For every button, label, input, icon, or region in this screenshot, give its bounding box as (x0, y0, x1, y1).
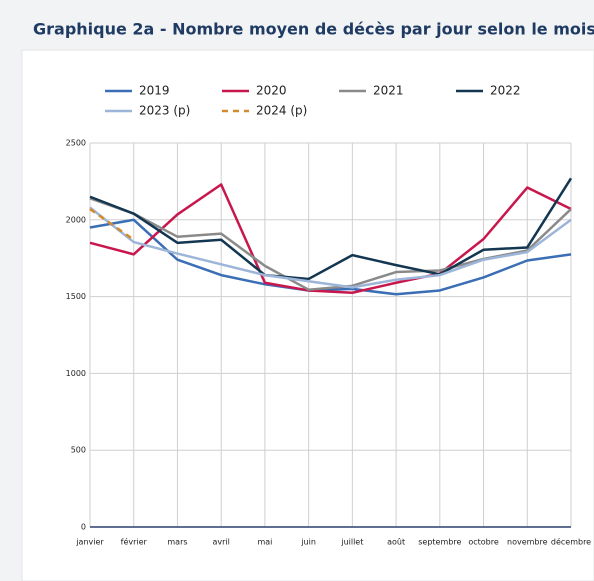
x-tick-label: janvier (75, 538, 104, 547)
chart-title: Graphique 2a - Nombre moyen de décès par… (33, 20, 594, 39)
legend-label: 2022 (490, 84, 521, 98)
panel (21, 49, 594, 581)
x-tick-label: mai (257, 538, 272, 547)
y-tick-label: 1000 (66, 369, 86, 378)
x-tick-label: avril (212, 538, 229, 547)
x-tick-label: septembre (418, 538, 461, 547)
series-line (89, 218, 572, 296)
series-line (89, 183, 572, 295)
x-tick-label: décembre (551, 537, 591, 547)
y-tick-label: 2500 (66, 139, 86, 148)
legend-label: 2024 (p) (256, 104, 307, 118)
x-tick-label: octobre (468, 538, 499, 547)
x-tick-label: juillet (340, 538, 363, 547)
x-tick-label: août (387, 538, 405, 547)
x-tick-label: mars (167, 538, 187, 547)
y-tick-label: 0 (81, 523, 86, 532)
series-line (89, 206, 572, 289)
y-tick-label: 2000 (66, 215, 86, 224)
y-tick-label: 500 (71, 446, 86, 455)
x-tick-label: février (121, 537, 148, 547)
legend-label: 2019 (139, 84, 170, 98)
legend-label: 2021 (373, 84, 404, 98)
series-line (89, 208, 135, 241)
legend-label: 2020 (256, 84, 287, 98)
x-tick-label: novembre (507, 538, 548, 547)
y-tick-label: 1500 (66, 292, 86, 301)
series-line (89, 177, 573, 281)
x-tick-label: juin (300, 538, 316, 547)
legend-label: 2023 (p) (139, 104, 190, 118)
